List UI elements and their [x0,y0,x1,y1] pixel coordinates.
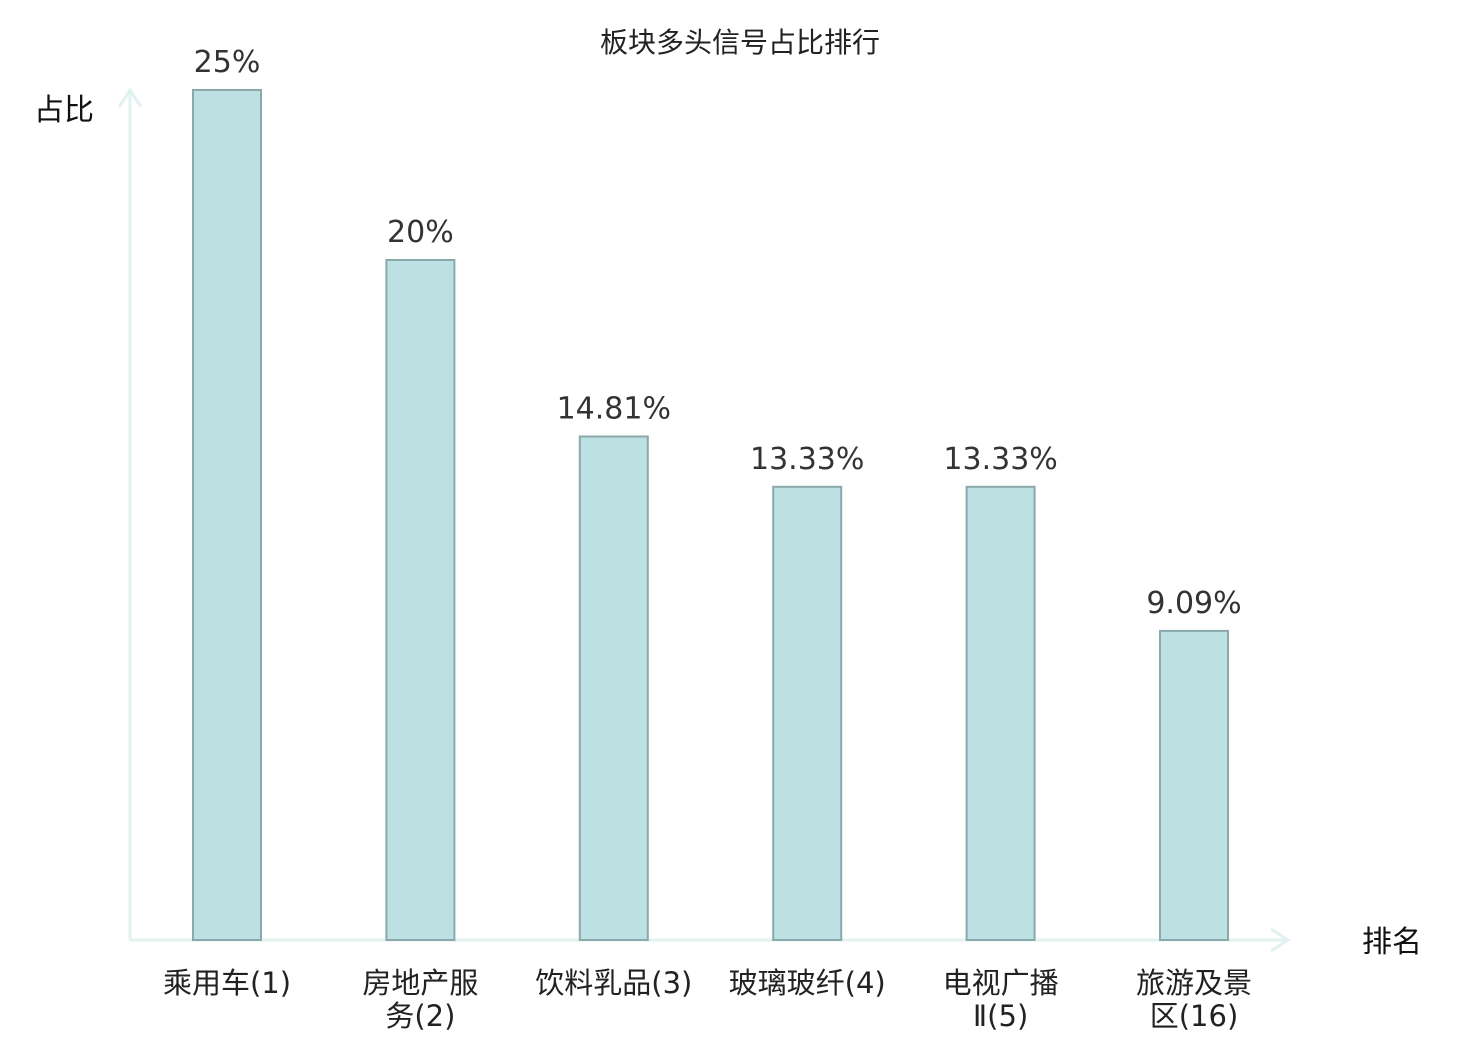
bar-4 [772,485,843,941]
x-axis-label: 排名 [1362,925,1422,960]
bar-3 [578,435,649,941]
bar-6 [1159,629,1229,942]
tick-label-6-line-2: 区(16) [1150,999,1239,1033]
value-label-5: 13.33% [943,442,1057,477]
value-label-1: 25% [194,45,261,80]
value-labels: 25% 20% 14.81% 13.33% 13.33% 9.09% [194,45,1242,621]
bar-2 [385,259,456,941]
bars [192,89,1229,942]
value-label-2: 20% [387,215,454,250]
tick-label-3-line-1: 饮料乳品(3) [535,966,692,1000]
y-axis [117,87,143,940]
tick-label-4-line-1: 玻璃玻纤(4) [729,966,886,1000]
value-label-6: 9.09% [1146,586,1241,621]
x-axis [130,927,1291,953]
tick-label-5-line-1: 电视广播 [943,966,1059,1000]
tick-label-2-line-2: 务(2) [385,999,455,1033]
tick-label-1-line-1: 乘用车(1) [163,966,291,1000]
tick-label-6-line-1: 旅游及景 [1136,966,1252,1000]
bar-5 [965,485,1036,941]
chart-title: 板块多头信号占比排行 [600,26,880,59]
tick-label-5-line-2: Ⅱ(5) [973,999,1028,1033]
value-label-4: 13.33% [750,442,864,477]
tick-label-2-line-1: 房地产服 [362,966,478,1000]
value-label-3: 14.81% [557,392,671,427]
y-axis-label: 占比 [34,93,94,128]
bar-1 [192,89,262,941]
